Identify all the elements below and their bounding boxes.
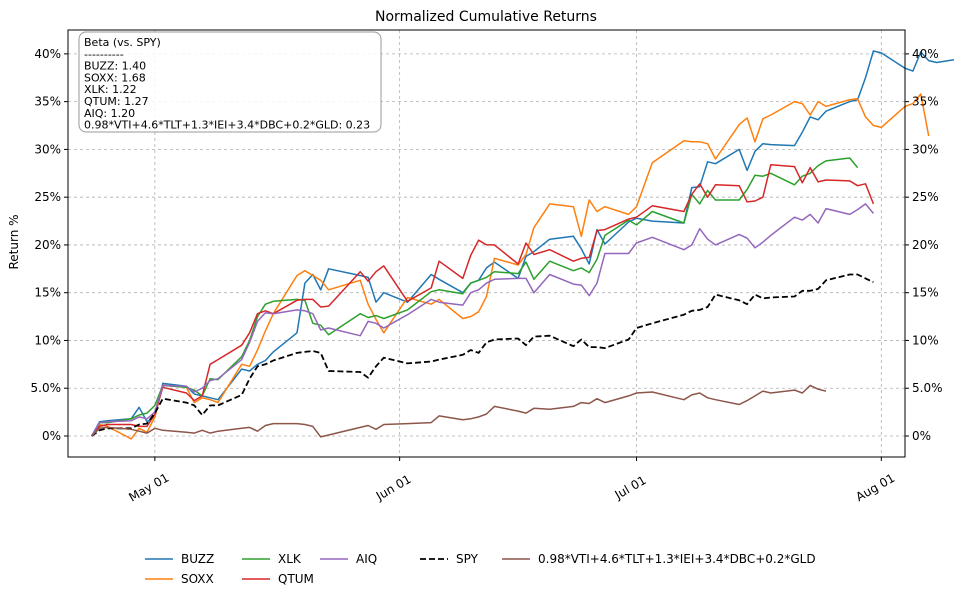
y-tick-label-right: 20% <box>912 238 939 252</box>
legend-label: QTUM <box>278 572 314 586</box>
legend-label: AIQ <box>356 552 377 566</box>
legend-label: SPY <box>456 552 479 566</box>
y-tick-label-left: 0% <box>42 429 61 443</box>
y-tick-label-right: 25% <box>912 190 939 204</box>
annotation-line: XLK: 1.22 <box>84 83 137 96</box>
chart-title: Normalized Cumulative Returns <box>375 9 597 25</box>
y-tick-label-left: 15% <box>34 286 61 300</box>
y-tick-label-right: 40% <box>912 47 939 61</box>
y-tick-label-left: 30% <box>34 142 61 156</box>
legend: BUZZ SOXX XLK QTUM AIQ SPY 0.98*VTI+4.6*TLT+1.… <box>145 552 816 586</box>
plot-area-frame <box>67 29 906 458</box>
y-tick-label-right: 15% <box>912 286 939 300</box>
annotation-line: AIQ: 1.20 <box>84 107 135 120</box>
y-tick-label-left: 35% <box>34 95 61 109</box>
series-line-SPY <box>91 273 874 437</box>
y-tick-label-left: 10% <box>34 333 61 347</box>
series-line-AIQ <box>91 203 874 437</box>
y-tick-label-left: 20% <box>34 238 61 252</box>
x-tick-label: May 01 <box>126 470 171 504</box>
x-tick-label: Aug 01 <box>853 471 897 504</box>
annotation-line: BUZZ: 1.40 <box>84 60 146 73</box>
y-tick-label-right: 5.0% <box>912 381 943 395</box>
y-tick-label-right: 0% <box>912 429 931 443</box>
series-layer <box>91 50 954 440</box>
y-tick-label-right: 30% <box>912 142 939 156</box>
y-axis-title: Return % <box>7 214 21 269</box>
series-line-XLK <box>91 157 859 437</box>
x-tick-label: Jun 01 <box>373 472 414 504</box>
annotation-frame <box>78 31 382 133</box>
annotation-line: 0.98*VTI+4.6*TLT+1.3*IEI+3.4*DBC+0.2*GLD… <box>84 119 370 132</box>
annotation-line: ---------- <box>84 48 124 61</box>
y-tick-label-left: 25% <box>34 190 61 204</box>
y-tick-label-left: 5.0% <box>31 381 62 395</box>
series-line-QTUM <box>91 163 875 437</box>
y-tick-label-left: 40% <box>34 47 61 61</box>
legend-label: BUZZ <box>181 552 214 566</box>
series-line-0.98*VTI+4.6*TLT+1.3*IEI+3.4*DBC+0.2*GLD <box>91 384 827 438</box>
series-line-SOXX <box>91 93 930 440</box>
legend-label: 0.98*VTI+4.6*TLT+1.3*IEI+3.4*DBC+0.2*GLD <box>538 552 816 566</box>
y-tick-label-right: 10% <box>912 333 939 347</box>
annotation-line: QTUM: 1.27 <box>84 95 149 108</box>
beta-annotation-box: Beta (vs. SPY)----------BUZZ: 1.40SOXX: … <box>78 31 382 133</box>
annotation-line: Beta (vs. SPY) <box>84 36 161 49</box>
legend-label: XLK <box>278 552 302 566</box>
annotation-line: SOXX: 1.68 <box>84 71 146 84</box>
x-tick-label: Jul 01 <box>612 473 649 502</box>
legend-label: SOXX <box>181 572 214 586</box>
y-tick-label-right: 35% <box>912 95 939 109</box>
